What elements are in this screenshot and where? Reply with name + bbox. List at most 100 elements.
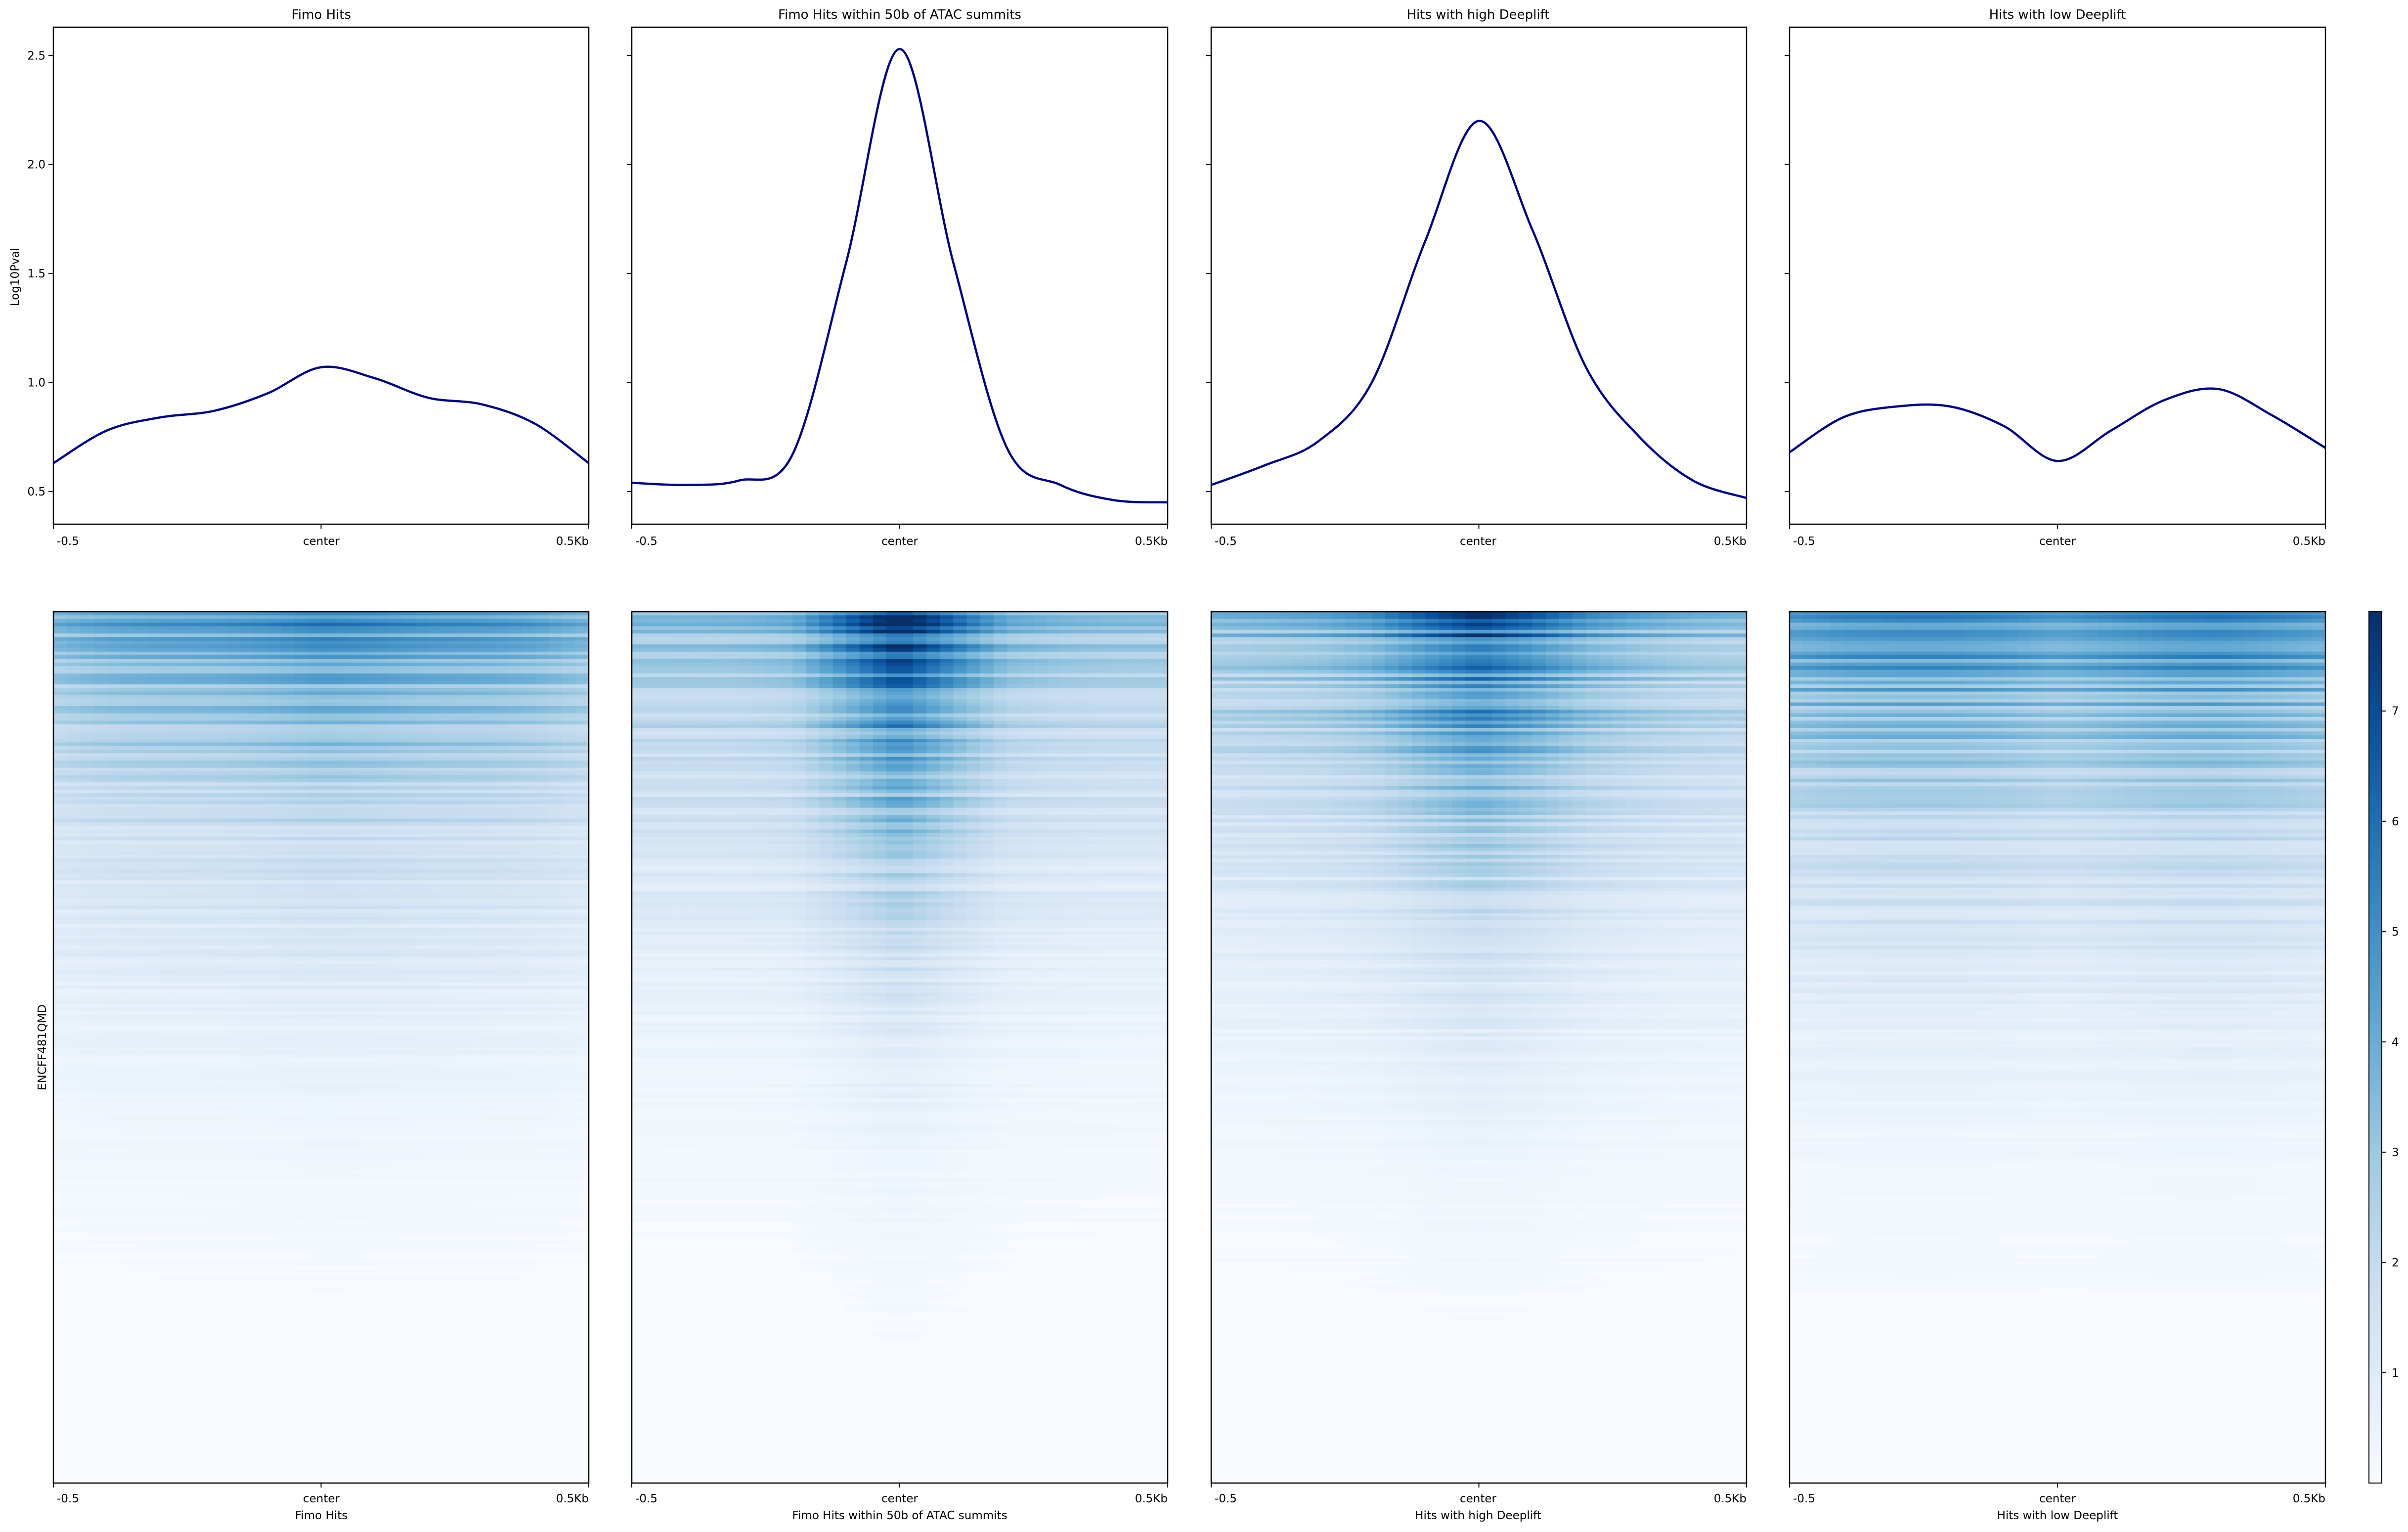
heatmap-cell (415, 811, 429, 815)
heatmap-cell (334, 942, 349, 946)
heatmap-cell (281, 1011, 295, 1015)
heatmap-cell (107, 931, 121, 935)
heatmap-cell (374, 975, 389, 979)
heatmap-cell (281, 888, 295, 892)
heatmap-cell (334, 895, 349, 899)
heatmap-cell (334, 626, 349, 631)
heatmap-cell (80, 989, 94, 993)
heatmap-cell (267, 735, 281, 739)
heatmap-cell (254, 862, 268, 866)
heatmap-cell (495, 815, 509, 819)
heatmap-cell (120, 964, 134, 968)
heatmap-cell (67, 800, 81, 805)
heatmap-cell (200, 935, 215, 939)
heatmap-cell (200, 688, 215, 692)
heatmap-cell (415, 727, 429, 732)
heatmap-cell (321, 630, 335, 634)
heatmap-cell (548, 982, 563, 986)
heatmap-cell (120, 666, 134, 670)
heatmap-cell (334, 633, 349, 637)
heatmap-cell (67, 699, 81, 703)
heatmap-cell (482, 630, 496, 634)
heatmap-cell (374, 905, 389, 910)
heatmap-cell (441, 949, 455, 953)
heatmap-cell (548, 677, 563, 681)
heatmap-cell (562, 673, 576, 677)
heatmap-cell (388, 931, 402, 935)
heatmap-cell (174, 927, 188, 932)
heatmap-cell (187, 902, 201, 906)
heatmap-cell (307, 800, 322, 805)
heatmap-cell (468, 623, 482, 627)
heatmap-cell (482, 920, 496, 924)
heatmap-cell (147, 927, 161, 932)
heatmap-cell (361, 960, 375, 964)
heatmap-cell (174, 1014, 188, 1019)
heatmap-cell (254, 986, 268, 990)
heatmap-cell (428, 978, 442, 983)
heatmap-cell (348, 750, 362, 754)
heatmap-cell (401, 1000, 415, 1004)
heatmap-cell (80, 938, 94, 943)
heatmap-cell (428, 713, 442, 718)
heatmap-cell (401, 789, 415, 794)
heatmap-cell (334, 670, 349, 674)
heatmap-cell (307, 1003, 322, 1008)
heatmap-cell (214, 996, 228, 1000)
heatmap-cell (147, 1033, 161, 1037)
heatmap-cell (241, 1051, 255, 1055)
heatmap-cell (160, 1036, 175, 1040)
heatmap-cell (522, 637, 536, 641)
heatmap-cell (294, 793, 308, 797)
heatmap-cell (254, 735, 268, 739)
heatmap-cell (214, 688, 228, 692)
heatmap-cell (374, 673, 389, 677)
heatmap-cell (67, 1054, 81, 1059)
heatmap-cell (562, 742, 576, 747)
heatmap-cell (468, 946, 482, 950)
heatmap-cell (348, 1043, 362, 1048)
heatmap-cell (227, 1018, 241, 1023)
heatmap-cell (147, 884, 161, 888)
heatmap-cell (294, 960, 308, 964)
heatmap-cell (227, 858, 241, 862)
heatmap-cell (415, 924, 429, 928)
heatmap-cell (307, 633, 322, 637)
heatmap-cell (147, 797, 161, 801)
heatmap-cell (200, 651, 215, 656)
heatmap-cell (468, 746, 482, 750)
heatmap-cell (495, 648, 509, 652)
heatmap-cell (441, 623, 455, 627)
heatmap-cell (267, 721, 281, 725)
heatmap-cell (508, 691, 523, 696)
heatmap-cell (147, 956, 161, 961)
heatmap-cell (160, 989, 175, 993)
heatmap-cell (361, 902, 375, 906)
heatmap-cell (120, 865, 134, 870)
heatmap-cell (468, 815, 482, 819)
heatmap-cell (67, 1018, 81, 1023)
heatmap-cell (281, 858, 295, 862)
heatmap-cell (120, 909, 134, 913)
heatmap-cell (415, 782, 429, 786)
heatmap-cell (334, 695, 349, 699)
heatmap-cell (214, 659, 228, 663)
heatmap-cell (174, 865, 188, 870)
heatmap-cell (133, 884, 148, 888)
profile-xtick-1-center: center (303, 535, 340, 548)
heatmap-cell (67, 880, 81, 885)
heatmap-cell (147, 706, 161, 710)
heatmap-cell (415, 865, 429, 870)
heatmap-cell (254, 793, 268, 797)
heatmap-cell (80, 924, 94, 928)
heatmap-cell (294, 986, 308, 990)
heatmap-cell (482, 742, 496, 747)
heatmap-cell (522, 673, 536, 677)
heatmap-cell (455, 619, 469, 623)
heatmap-cell (133, 924, 148, 928)
heatmap-cell (281, 640, 295, 645)
heatmap-cell (548, 869, 563, 874)
heatmap-cell (281, 811, 295, 815)
heatmap-cell (227, 938, 241, 943)
heatmap-cell (334, 1018, 349, 1023)
